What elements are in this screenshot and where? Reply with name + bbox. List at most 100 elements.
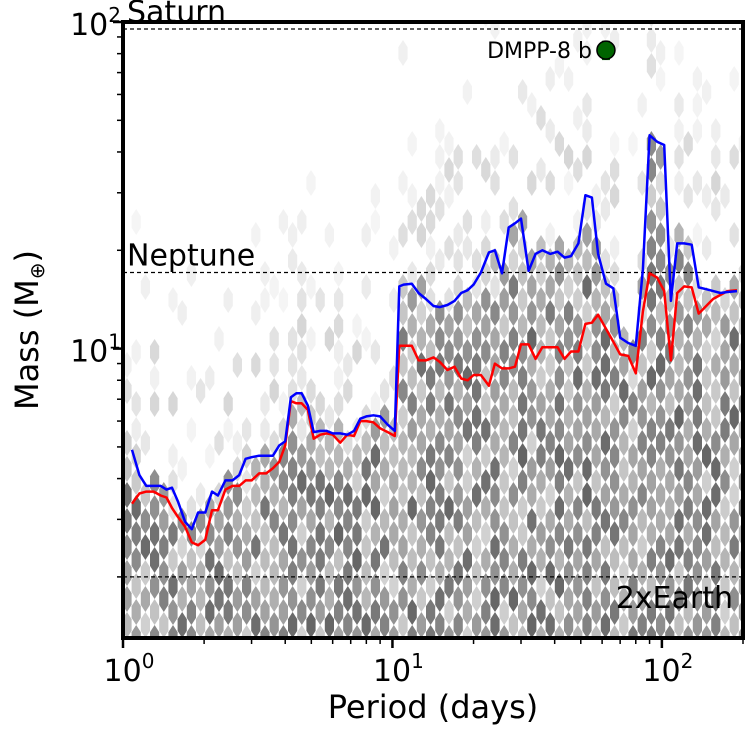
hexbin-cell <box>123 508 132 534</box>
hexbin-cell <box>481 469 491 495</box>
hexbin-cell <box>361 326 371 352</box>
hexbin-cell <box>481 391 491 417</box>
hexbin-cell <box>306 560 316 586</box>
hexbin-cell <box>398 222 408 248</box>
hexbin-cell <box>407 573 417 599</box>
hexbin-cell <box>490 482 500 508</box>
hexbin-cell <box>499 417 509 443</box>
hexbin-cell <box>297 469 307 495</box>
hexbin-cell <box>554 131 564 157</box>
hexbin-cell <box>297 313 307 339</box>
hexbin-cell <box>600 248 610 274</box>
hexbin-cell <box>177 612 187 638</box>
hexbin-cell <box>665 443 675 469</box>
hexbin-cell <box>186 495 196 521</box>
hexbin-cell <box>554 417 564 443</box>
hexbin-cell <box>205 547 215 573</box>
hexbin-cell <box>232 508 242 534</box>
hexbin-cell <box>499 573 509 599</box>
hexbin-cell <box>554 365 564 391</box>
hexbin-cell <box>545 352 555 378</box>
hexbin-cell <box>297 625 307 638</box>
hexbin-cell <box>472 508 482 534</box>
hexbin-cell <box>692 508 702 534</box>
hexbin-cell <box>683 417 693 443</box>
hexbin-cell <box>407 495 417 521</box>
hexbin-cell <box>536 313 546 339</box>
hexbin-cell <box>389 495 399 521</box>
hexbin-cell <box>426 469 436 495</box>
hexbin-cell <box>692 118 702 144</box>
hexbin-cell <box>334 469 344 495</box>
hexbin-cell <box>288 508 298 534</box>
hexbin-cell <box>343 508 353 534</box>
hexbin-cell <box>610 183 620 209</box>
hexbin-cell <box>591 391 601 417</box>
hexbin-cell <box>407 417 417 443</box>
hexbin-cell <box>619 508 629 534</box>
hexbin-cell <box>444 235 454 261</box>
hexbin-cell <box>140 508 150 534</box>
hexbin-cell <box>214 612 224 638</box>
hexbin-cell <box>711 456 721 482</box>
hexbin-cell <box>665 547 675 573</box>
hexbin-cell <box>214 326 224 352</box>
hexbin-cell <box>683 131 693 157</box>
hexbin-cell <box>573 287 583 313</box>
hexbin-cell <box>564 144 574 170</box>
hexbin-cell <box>490 638 499 664</box>
hexbin-cell <box>582 352 592 378</box>
hexbin-cell <box>407 547 417 573</box>
hexbin-cell <box>600 274 610 300</box>
hexbin-cell <box>656 248 666 274</box>
hexbin-cell <box>720 417 730 443</box>
hexbin-cell <box>582 482 592 508</box>
hexbin-cell <box>462 417 472 443</box>
hexbin-cell <box>693 638 702 664</box>
hexbin-cell <box>564 378 574 404</box>
hexbin-cell <box>683 573 693 599</box>
hexbin-cell <box>324 430 334 456</box>
hexbin-cell <box>361 430 371 456</box>
hexbin-cell <box>426 365 436 391</box>
hexbin-cell <box>223 521 233 547</box>
hexbin-cell <box>269 326 279 352</box>
hexbin-cell <box>499 547 509 573</box>
hexbin-cell <box>683 547 693 573</box>
hexbin-cell <box>610 521 620 547</box>
hexbin-cell <box>702 443 712 469</box>
hexbin-cell <box>444 495 454 521</box>
hexbin-cell <box>288 352 298 378</box>
hexbin-cell <box>306 430 316 456</box>
hexbin-cell <box>260 417 270 443</box>
hexbin-cell <box>416 430 426 456</box>
hexbin-cell <box>159 560 169 586</box>
hexbin-cell <box>545 586 555 612</box>
hexbin-cell <box>370 625 380 638</box>
hexbin-cell <box>242 547 252 573</box>
hexbin-cell <box>223 391 233 417</box>
hexbin-cell <box>646 183 656 209</box>
hexbin-cell <box>545 300 555 326</box>
hexbin-cell <box>646 235 656 261</box>
hexbin-cell <box>656 482 666 508</box>
hexbin-cell <box>591 417 601 443</box>
hexbin-cell <box>573 495 583 521</box>
hexbin-cell <box>573 365 583 391</box>
hexbin-cell <box>324 456 334 482</box>
hexbin-cell <box>453 534 463 560</box>
hexbin-cell <box>168 547 178 573</box>
hexbin-cell <box>573 573 583 599</box>
hexbin-cell <box>564 430 574 456</box>
hexbin-cell <box>435 482 445 508</box>
x-tick-label-100: 102 <box>642 649 693 689</box>
hexbin-cell <box>472 404 482 430</box>
hexbin-cell <box>692 430 702 456</box>
hexbin-cell <box>343 378 353 404</box>
hexbin-cell <box>536 365 546 391</box>
hexbin-cell <box>435 404 445 430</box>
reference-lines <box>123 28 743 578</box>
hexbin-cell <box>536 521 546 547</box>
hexbin-cell <box>205 599 215 625</box>
hexbin-cell <box>269 274 279 300</box>
